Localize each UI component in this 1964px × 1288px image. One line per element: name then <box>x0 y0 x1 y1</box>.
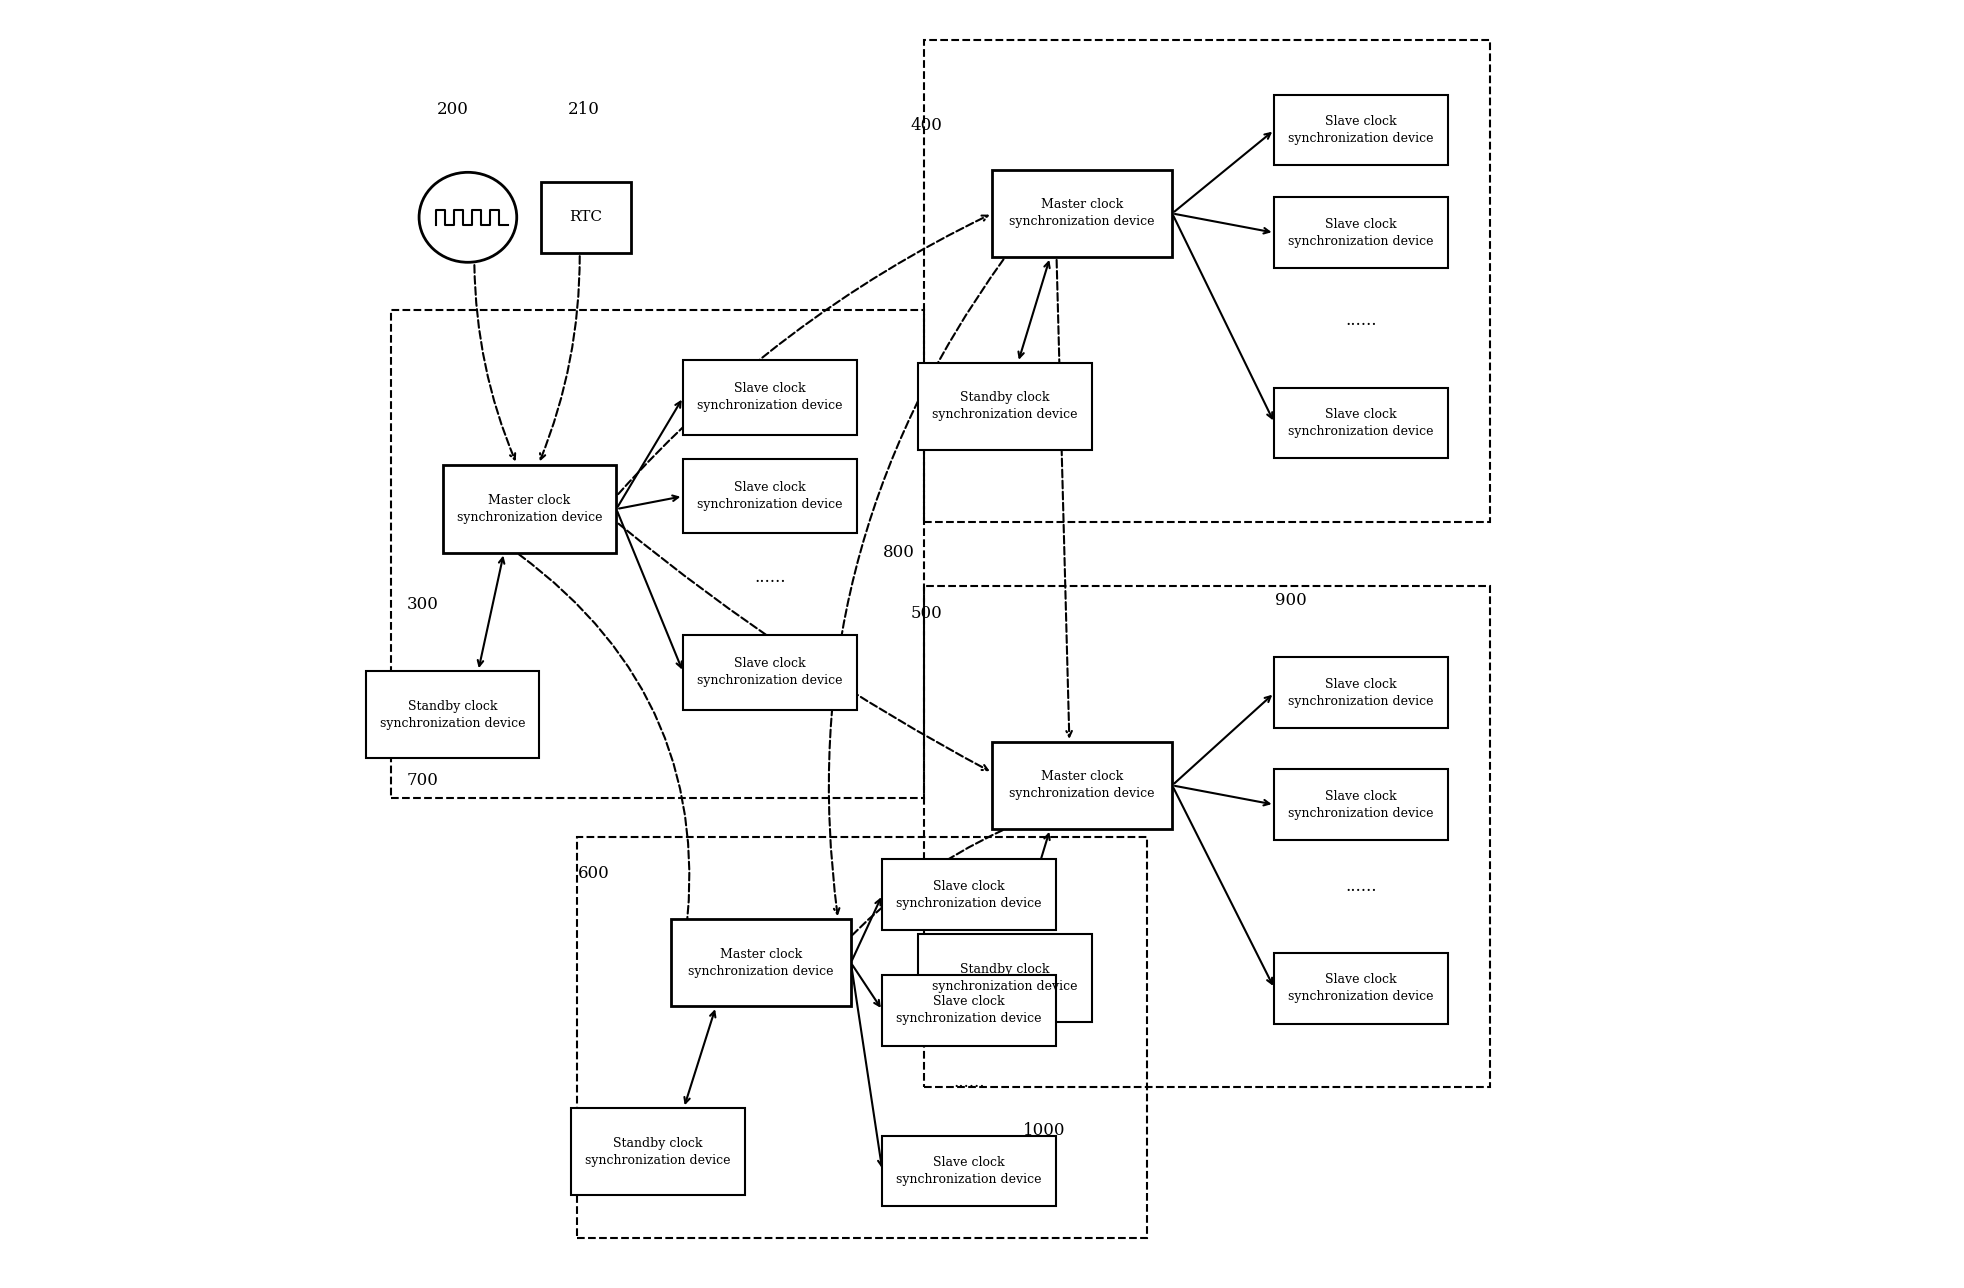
Text: Slave clock
synchronization device: Slave clock synchronization device <box>1288 218 1434 247</box>
FancyBboxPatch shape <box>672 920 850 1006</box>
Text: 1000: 1000 <box>1023 1122 1064 1139</box>
Text: Slave clock
synchronization device: Slave clock synchronization device <box>896 996 1041 1025</box>
FancyBboxPatch shape <box>1275 657 1447 728</box>
FancyBboxPatch shape <box>882 859 1057 930</box>
Text: Master clock
synchronization device: Master clock synchronization device <box>1009 198 1155 228</box>
FancyBboxPatch shape <box>919 362 1092 450</box>
Text: Slave clock
synchronization device: Slave clock synchronization device <box>1288 115 1434 146</box>
Text: Slave clock
synchronization device: Slave clock synchronization device <box>896 1155 1041 1186</box>
FancyBboxPatch shape <box>919 935 1092 1021</box>
FancyBboxPatch shape <box>882 975 1057 1046</box>
FancyBboxPatch shape <box>1275 94 1447 165</box>
Text: Slave clock
synchronization device: Slave clock synchronization device <box>697 482 843 511</box>
Text: ......: ...... <box>1345 312 1377 330</box>
FancyBboxPatch shape <box>1275 197 1447 268</box>
FancyBboxPatch shape <box>882 1136 1057 1207</box>
Text: Master clock
synchronization device: Master clock synchronization device <box>1009 770 1155 800</box>
Text: Slave clock
synchronization device: Slave clock synchronization device <box>1288 974 1434 1003</box>
FancyBboxPatch shape <box>542 182 630 252</box>
FancyBboxPatch shape <box>992 742 1173 829</box>
Text: 210: 210 <box>568 102 599 118</box>
Text: Slave clock
synchronization device: Slave clock synchronization device <box>1288 677 1434 708</box>
Text: 400: 400 <box>911 117 943 134</box>
Text: ......: ...... <box>754 569 786 586</box>
Text: Master clock
synchronization device: Master clock synchronization device <box>458 495 603 524</box>
Text: Slave clock
synchronization device: Slave clock synchronization device <box>697 657 843 688</box>
FancyBboxPatch shape <box>442 465 617 553</box>
Text: 600: 600 <box>577 866 609 882</box>
Text: 500: 500 <box>911 605 943 622</box>
FancyBboxPatch shape <box>365 671 540 759</box>
FancyBboxPatch shape <box>572 1108 744 1195</box>
Text: ......: ...... <box>1345 877 1377 895</box>
Text: Slave clock
synchronization device: Slave clock synchronization device <box>697 383 843 412</box>
FancyBboxPatch shape <box>1275 953 1447 1024</box>
FancyBboxPatch shape <box>1275 769 1447 840</box>
FancyBboxPatch shape <box>1275 388 1447 459</box>
Text: 900: 900 <box>1275 592 1306 609</box>
Text: Standby clock
synchronization device: Standby clock synchronization device <box>379 699 524 730</box>
Text: RTC: RTC <box>570 210 603 224</box>
Text: Slave clock
synchronization device: Slave clock synchronization device <box>1288 408 1434 438</box>
Text: Standby clock
synchronization device: Standby clock synchronization device <box>933 963 1078 993</box>
Text: Slave clock
synchronization device: Slave clock synchronization device <box>1288 790 1434 819</box>
Text: ......: ...... <box>953 1074 984 1091</box>
Ellipse shape <box>418 173 517 263</box>
Text: Slave clock
synchronization device: Slave clock synchronization device <box>896 880 1041 909</box>
Text: 300: 300 <box>407 596 438 613</box>
Text: 700: 700 <box>407 773 438 790</box>
Text: 800: 800 <box>882 544 915 560</box>
FancyBboxPatch shape <box>683 635 856 710</box>
Text: 200: 200 <box>436 102 469 118</box>
Text: Standby clock
synchronization device: Standby clock synchronization device <box>933 392 1078 421</box>
FancyBboxPatch shape <box>683 359 856 434</box>
Text: Master clock
synchronization device: Master clock synchronization device <box>687 948 833 978</box>
Text: Standby clock
synchronization device: Standby clock synchronization device <box>585 1137 731 1167</box>
FancyBboxPatch shape <box>992 170 1173 258</box>
FancyBboxPatch shape <box>683 459 856 533</box>
